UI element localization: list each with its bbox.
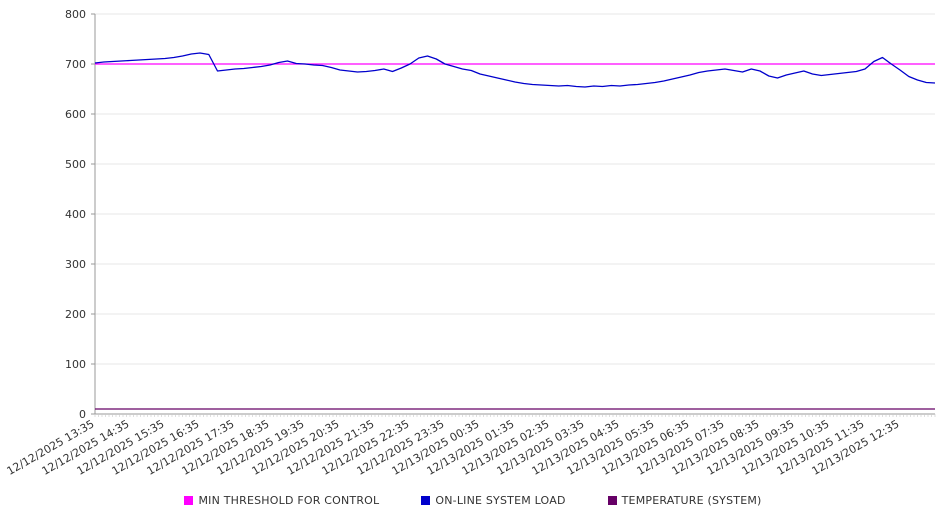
svg-text:600: 600 <box>65 108 86 121</box>
legend-label-min-threshold: MIN THRESHOLD FOR CONTROL <box>198 494 380 507</box>
legend-swatch-system-load <box>421 496 431 505</box>
legend-label-system-load: ON-LINE SYSTEM LOAD <box>435 494 566 507</box>
svg-text:200: 200 <box>65 308 86 321</box>
legend-item-min-threshold: MIN THRESHOLD FOR CONTROL <box>184 494 379 507</box>
svg-text:400: 400 <box>65 208 86 221</box>
chart-legend: MIN THRESHOLD FOR CONTROL ON-LINE SYSTEM… <box>0 494 946 507</box>
svg-text:300: 300 <box>65 258 86 271</box>
svg-text:800: 800 <box>65 8 86 21</box>
legend-item-system-load: ON-LINE SYSTEM LOAD <box>421 494 565 507</box>
svg-text:500: 500 <box>65 158 86 171</box>
legend-item-temperature: TEMPERATURE (SYSTEM) <box>607 494 762 507</box>
legend-swatch-min-threshold <box>184 496 194 505</box>
svg-text:0: 0 <box>79 408 86 421</box>
svg-text:100: 100 <box>65 358 86 371</box>
legend-swatch-temperature <box>607 496 617 505</box>
svg-text:700: 700 <box>65 58 86 71</box>
legend-label-temperature: TEMPERATURE (SYSTEM) <box>621 494 762 507</box>
